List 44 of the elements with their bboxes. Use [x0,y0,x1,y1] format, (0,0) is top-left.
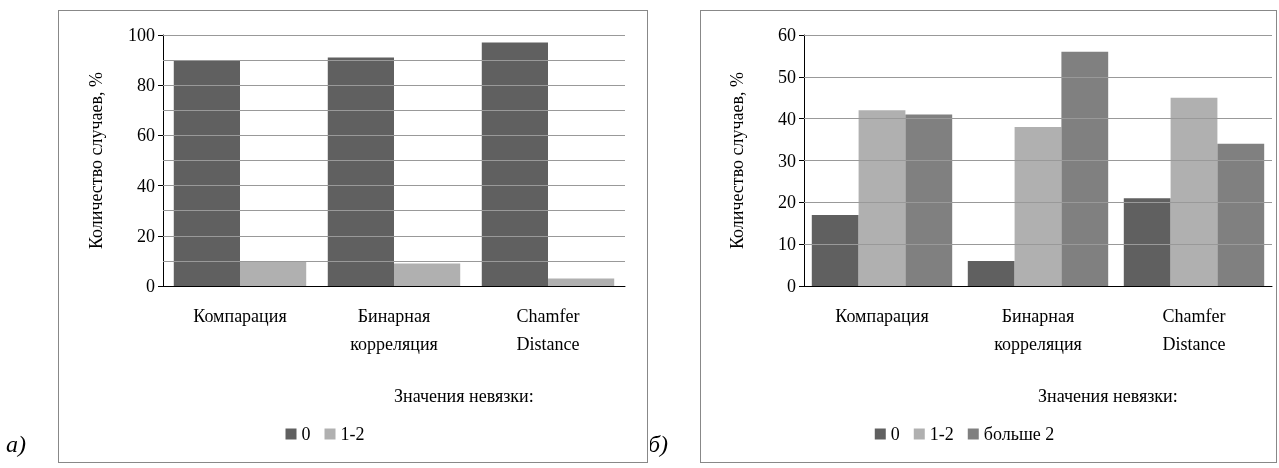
legend-title: Значения невязки: [393,386,534,406]
y-tick-label: 20 [137,225,155,246]
y-axis-title: Количество случаев, % [727,71,747,250]
bar [1061,51,1109,286]
text: а) [6,431,26,457]
bar [481,42,548,286]
legend-label: 0 [890,424,900,444]
y-axis-title: Количество случаев, % [86,71,106,250]
y-tick-label: 60 [778,25,796,45]
bar [1014,127,1062,286]
bar [173,60,240,286]
y-tick-label: 50 [778,66,796,87]
y-tick-label: 0 [146,276,155,296]
bar [1217,143,1265,286]
legend-label: 1-2 [340,424,365,444]
y-tick-label: 20 [778,192,796,213]
y-tick-label: 100 [128,25,155,45]
bar [1123,198,1171,286]
bar [327,57,394,286]
bar [858,110,906,286]
x-tick-label: Компарация [193,306,287,326]
bar [811,214,859,286]
x-tick-label: Бинарная корреляция [994,306,1082,354]
x-tick-label: Chamfer Distance [516,306,580,354]
legend-title: Значения невязки: [1037,386,1178,406]
x-tick-label: Компарация [835,306,929,326]
y-tick-label: 60 [137,125,155,146]
y-tick-label: 10 [778,234,796,255]
legend-label: больше 2 [983,424,1055,444]
legend-label: 0 [301,424,311,444]
bar [967,260,1015,286]
bar [1170,97,1218,286]
x-tick-label: Бинарная корреляция [350,306,438,354]
x-tick-label: Chamfer Distance [1162,306,1226,354]
bar [548,278,615,286]
y-tick-label: 40 [137,175,155,196]
y-tick-label: 40 [778,108,796,129]
y-tick-label: 80 [137,75,155,96]
bar [240,260,307,286]
bar [394,263,461,286]
legend-label: 1-2 [929,424,954,444]
y-tick-label: 0 [787,276,796,296]
bar [905,114,953,286]
y-tick-label: 30 [778,150,796,171]
